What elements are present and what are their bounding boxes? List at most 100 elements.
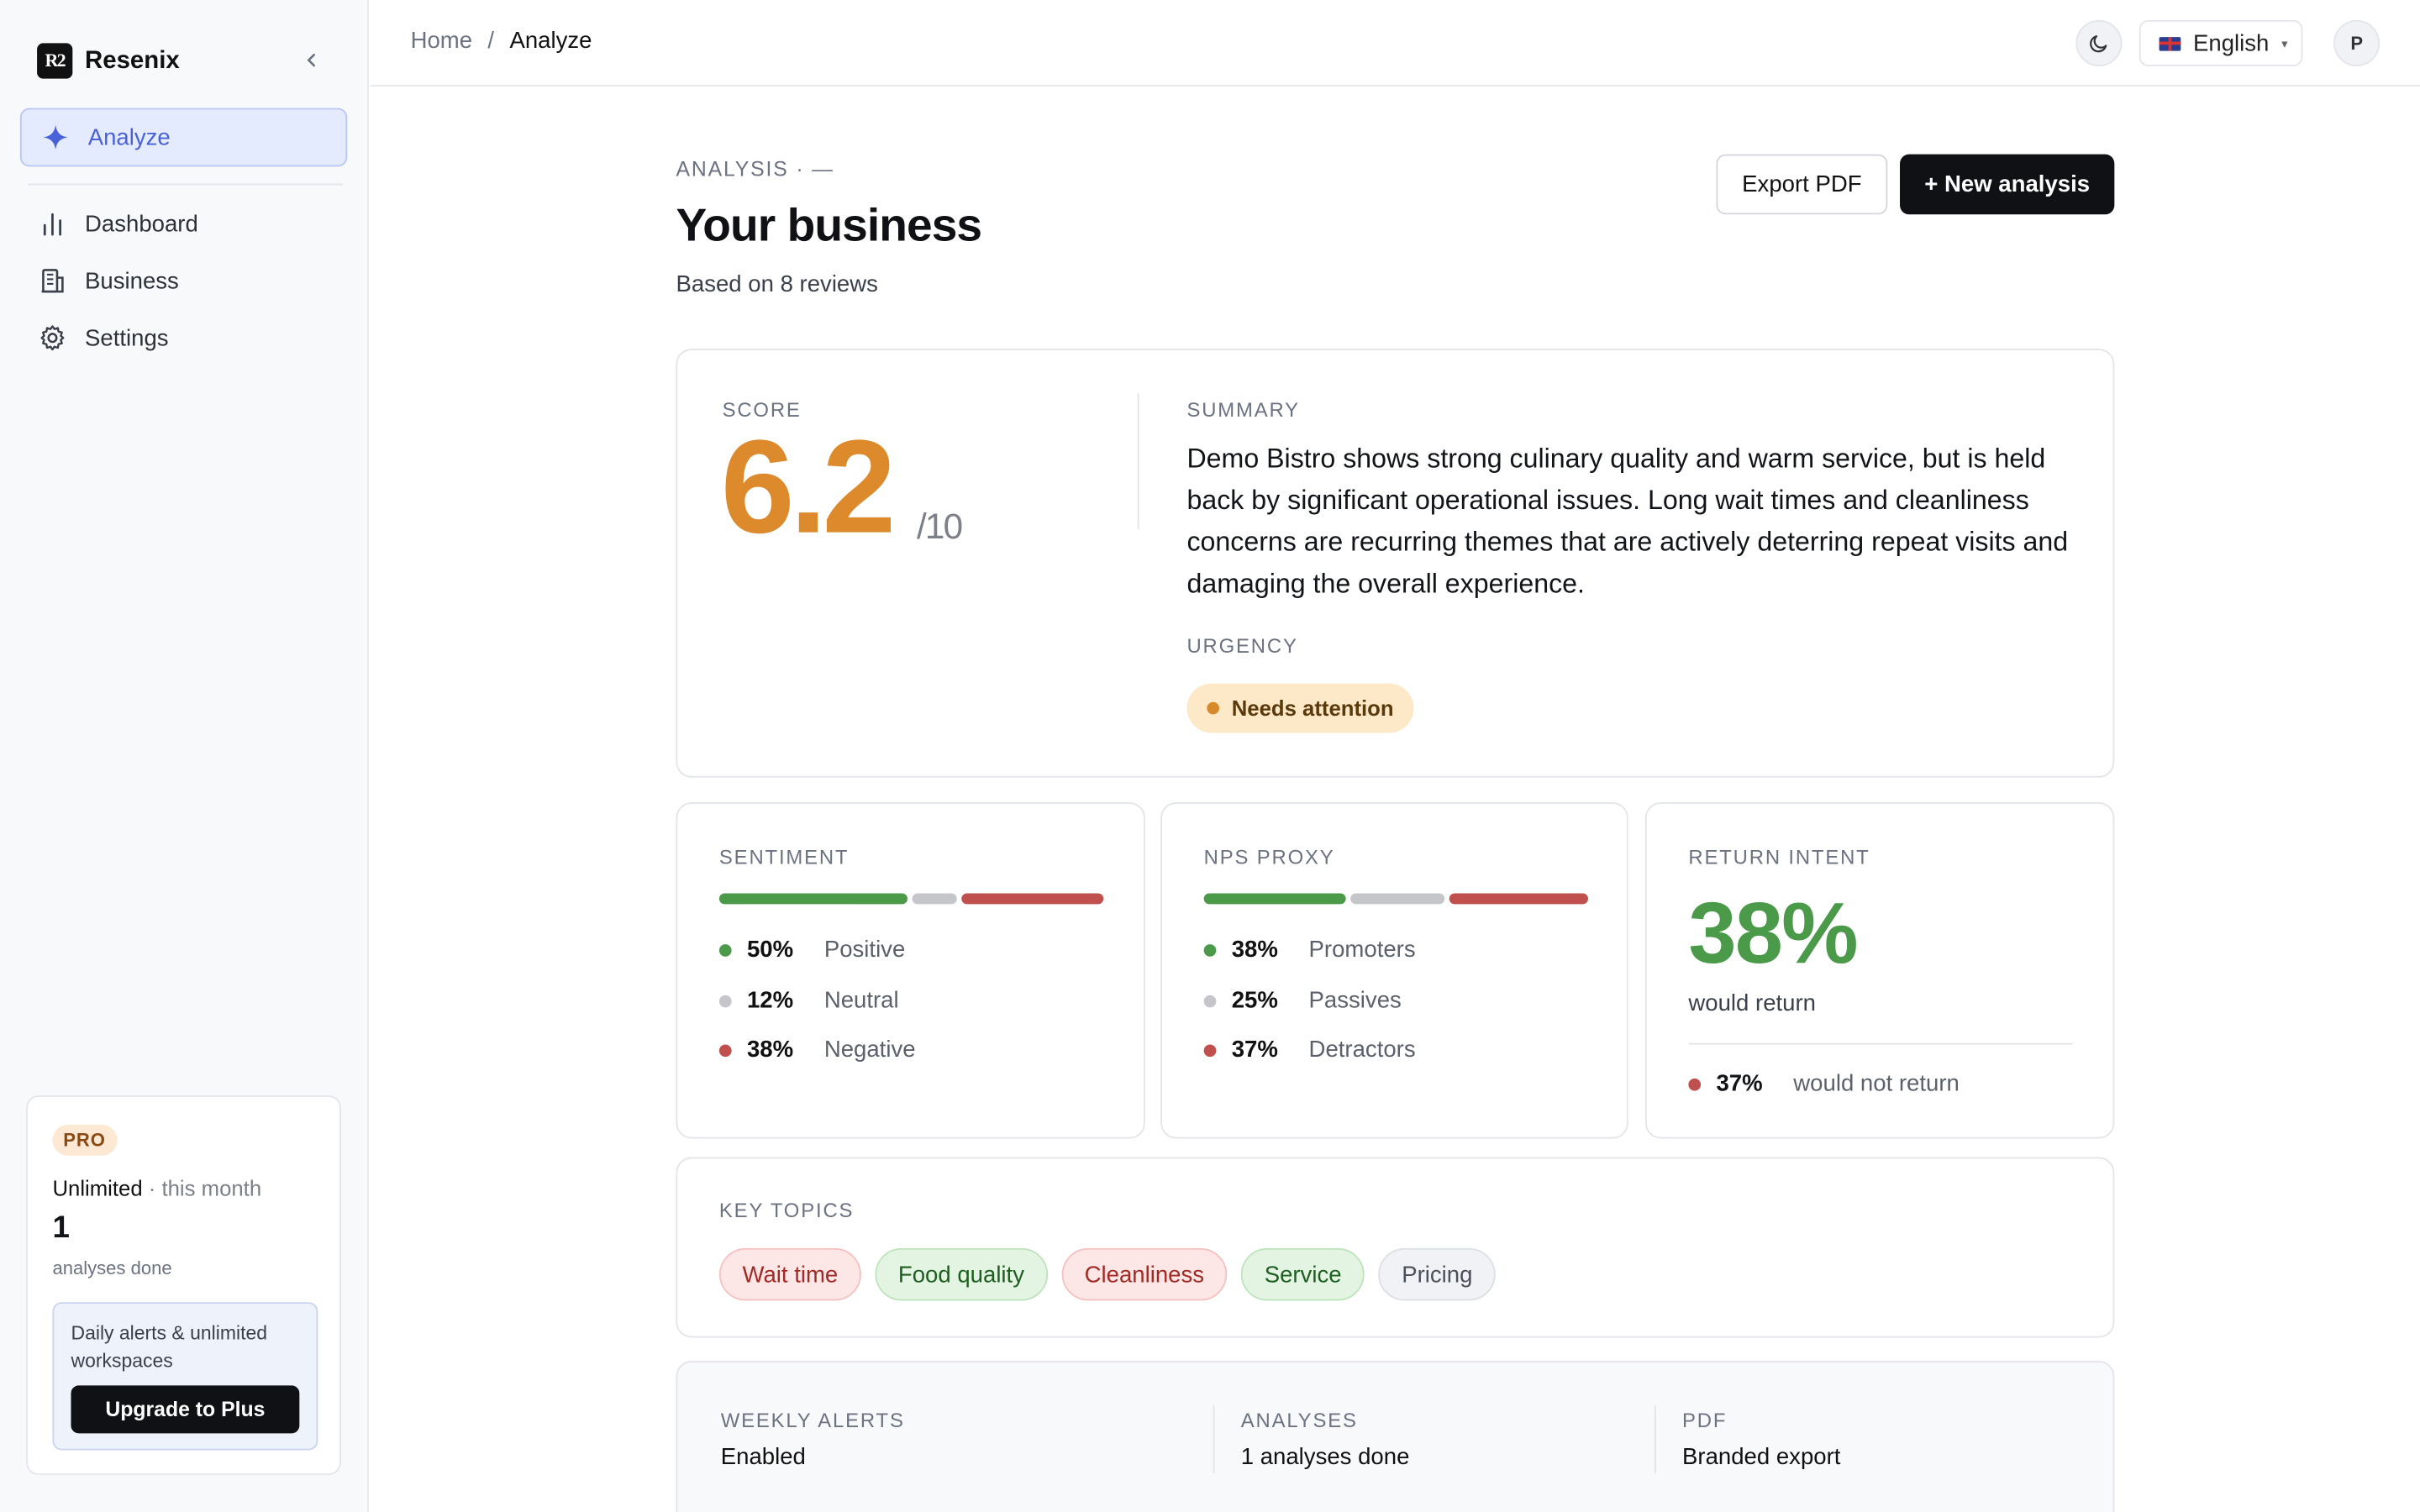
- info-label: ANALYSES: [1240, 1408, 1358, 1432]
- brand-name: Resenix: [85, 47, 180, 74]
- urgency-label: URGENCY: [1186, 633, 1298, 658]
- key-topics-card: KEY TOPICS Wait time Food quality Cleanl…: [676, 1157, 2115, 1338]
- breadcrumb-home[interactable]: Home: [410, 28, 473, 55]
- nps-row: 37% Detractors: [1203, 1037, 1416, 1063]
- nps-card: NPS PROXY 38% Promoters 25% Passives 37% De…: [1160, 802, 1628, 1139]
- topic-chips: Wait time Food quality Cleanliness Servi…: [718, 1247, 1496, 1301]
- plan-features-card: WEEKLY ALERTS Enabled ANALYSES 1 analyse…: [676, 1361, 2115, 1512]
- sentiment-name: Neutral: [823, 987, 899, 1014]
- sentiment-name: Positive: [823, 936, 906, 963]
- bar-segment-positive: [718, 893, 908, 905]
- score-denominator: /10: [917, 506, 963, 547]
- topic-chip[interactable]: Pricing: [1378, 1247, 1496, 1301]
- not-return-row: 37% would not return: [1688, 1070, 1960, 1097]
- sparkle-icon: [43, 124, 68, 150]
- sentiment-card: SENTIMENT 50% Positive 12% Neutral 38% Nega…: [676, 802, 1145, 1139]
- topic-chip[interactable]: Service: [1241, 1247, 1365, 1301]
- sentiment-label: SENTIMENT: [718, 845, 850, 869]
- nps-row: 25% Passives: [1203, 987, 1402, 1014]
- info-label: WEEKLY ALERTS: [720, 1408, 905, 1432]
- sentiment-bar: [718, 893, 1104, 905]
- bar-segment-neutral: [911, 893, 957, 905]
- avatar[interactable]: P: [2333, 19, 2381, 66]
- return-intent-label: RETURN INTENT: [1688, 845, 1870, 869]
- divider: [1137, 393, 1139, 529]
- topic-chip[interactable]: Food quality: [875, 1247, 1048, 1301]
- negative-dot: [718, 1043, 732, 1057]
- bar-segment-passives: [1350, 893, 1445, 905]
- nps-label: NPS PROXY: [1203, 845, 1335, 869]
- moon-icon: [2090, 35, 2107, 53]
- sentiment-row: 38% Negative: [718, 1037, 916, 1063]
- nps-name: Detractors: [1308, 1037, 1416, 1063]
- sentiment-pct: 38%: [746, 1037, 794, 1063]
- uk-flag-icon: [2159, 36, 2181, 50]
- plan-badge: PRO: [52, 1124, 117, 1156]
- chevron-down-icon: ▾: [2281, 36, 2288, 50]
- sidebar-divider: [28, 183, 343, 186]
- topbar: Home / Analyze English ▾ P: [370, 0, 2420, 87]
- info-label: PDF: [1682, 1408, 1728, 1432]
- collapse-sidebar-button[interactable]: [299, 48, 324, 72]
- negative-dot: [1688, 1077, 1702, 1090]
- bar-segment-promoters: [1203, 893, 1347, 905]
- sidebar-item-label: Settings: [85, 324, 169, 351]
- neutral-dot: [718, 994, 732, 1007]
- page-subtitle: Based on 8 reviews: [676, 271, 878, 298]
- status-dot: [1207, 701, 1220, 715]
- not-return-pct: 37%: [1716, 1070, 1763, 1097]
- nps-pct: 38%: [1231, 936, 1278, 963]
- sidebar-item-business[interactable]: Business: [20, 256, 347, 306]
- info-value: Branded export: [1682, 1444, 1841, 1471]
- gear-icon: [40, 325, 65, 351]
- pdf-info: PDF Branded export: [1682, 1409, 1840, 1470]
- plan-card: PRO Unlimited · this month 1 analyses do…: [26, 1095, 341, 1475]
- plan-usage-line: Unlimited · this month: [52, 1176, 261, 1200]
- sidebar-item-analyze[interactable]: Analyze: [19, 108, 348, 167]
- plan-name: Unlimited: [52, 1175, 143, 1200]
- passives-dot: [1203, 994, 1217, 1007]
- bar-chart-icon: [43, 213, 62, 236]
- not-return-label: would not return: [1793, 1070, 1960, 1097]
- score-label: SCORE: [722, 397, 802, 422]
- language-select[interactable]: English ▾: [2139, 19, 2303, 66]
- sentiment-pct: 12%: [746, 987, 794, 1014]
- export-pdf-button[interactable]: Export PDF: [1716, 154, 1888, 215]
- bar-segment-negative: [960, 893, 1104, 905]
- key-topics-label: KEY TOPICS: [718, 1199, 855, 1222]
- breadcrumb: Home / Analyze: [411, 28, 592, 54]
- language-label: English: [2193, 29, 2270, 57]
- plan-period: · this month: [142, 1175, 262, 1200]
- upgrade-button[interactable]: Upgrade to Plus: [71, 1385, 300, 1434]
- sentiment-row: 12% Neutral: [718, 987, 899, 1014]
- page-title: Your business: [676, 200, 982, 252]
- sidebar: R2 Resenix Analyze Dashboard Business Se…: [0, 0, 369, 1512]
- nps-name: Passives: [1308, 987, 1402, 1014]
- divider: [1688, 1042, 2073, 1045]
- topic-chip[interactable]: Wait time: [718, 1247, 861, 1301]
- sidebar-item-dashboard[interactable]: Dashboard: [20, 199, 347, 249]
- info-value: 1 analyses done: [1240, 1444, 1410, 1471]
- urgency-text: Needs attention: [1231, 696, 1394, 721]
- topic-chip[interactable]: Cleanliness: [1061, 1247, 1228, 1301]
- breadcrumb-current: Analyze: [509, 28, 592, 55]
- sidebar-item-label: Business: [85, 267, 179, 294]
- sidebar-item-label: Analyze: [87, 123, 171, 151]
- nps-pct: 25%: [1231, 987, 1278, 1014]
- return-intent-card: RETURN INTENT 38% would return 37% would…: [1644, 802, 2115, 1139]
- analyses-info: ANALYSES 1 analyses done: [1241, 1409, 1410, 1470]
- new-analysis-button[interactable]: + New analysis: [1900, 154, 2115, 215]
- nps-name: Promoters: [1308, 936, 1416, 963]
- promoters-dot: [1203, 943, 1217, 956]
- nps-pct: 37%: [1231, 1037, 1278, 1063]
- positive-dot: [718, 943, 732, 956]
- summary-label: SUMMARY: [1186, 397, 1300, 422]
- sentiment-row: 50% Positive: [718, 936, 906, 963]
- plan-count: 1: [52, 1210, 70, 1246]
- brand[interactable]: R2 Resenix: [37, 43, 180, 79]
- weekly-alerts-info: WEEKLY ALERTS Enabled: [721, 1409, 905, 1470]
- urgency-badge: Needs attention: [1186, 683, 1414, 733]
- sidebar-item-settings[interactable]: Settings: [20, 313, 347, 363]
- theme-toggle-button[interactable]: [2075, 19, 2123, 66]
